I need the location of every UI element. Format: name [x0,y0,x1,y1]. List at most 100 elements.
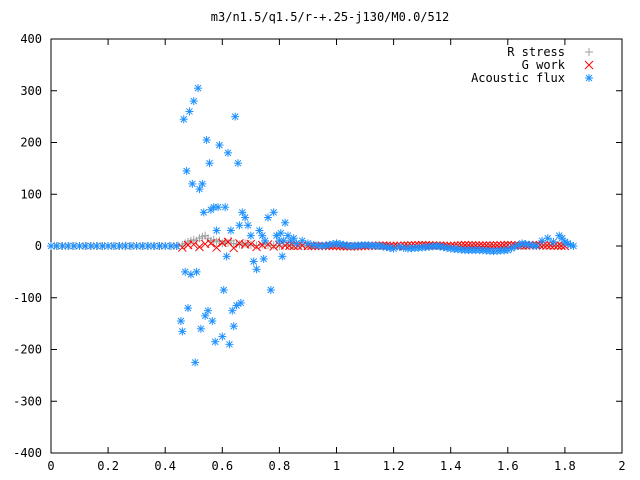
legend-label: G work [522,58,566,72]
legend-marker [584,60,594,70]
data-point-fill [285,241,294,251]
data-point [188,179,197,188]
x-tick-label: 0.6 [211,459,233,473]
data-point [235,221,244,230]
legend-label: Acoustic flux [471,71,565,85]
x-tick-label: 0 [47,459,54,473]
data-point [86,242,95,250]
legend-item: G work [522,58,594,72]
data-point [196,324,205,333]
x-axis: 0 0.2 0.4 0.6 0.8 1 1.2 1.4 1.6 1.8 2 [47,39,626,473]
x-tick-label: 1.6 [497,459,519,473]
data-point [252,265,261,274]
y-tick-label: 200 [20,136,42,150]
data-point [258,231,267,240]
legend-label: R stress [507,45,565,59]
data-point [280,241,290,250]
x-tick-label: 0.8 [269,459,291,473]
data-point [249,257,258,266]
data-point [241,213,250,222]
data-point [194,84,203,93]
data-point [234,159,243,168]
data-point [184,304,193,313]
data-point [177,243,187,252]
data-point [198,179,207,188]
series-layer [47,84,578,367]
data-point [221,203,230,212]
data-point [303,239,312,248]
data-point [208,317,217,326]
data-point [231,112,240,121]
data-point [224,148,233,157]
data-point-fill [514,241,523,250]
y-tick-label: -100 [13,291,42,305]
series-acoustic-flux [47,84,578,367]
data-point [202,135,211,144]
legend-marker [585,74,593,82]
data-point [549,237,558,246]
x-tick-label: 1.2 [383,459,405,473]
data-point [195,242,204,252]
data-point [178,327,187,336]
chart-title: m3/n1.5/q1.5/r-+.25-j130/M0.0/512 [211,10,449,24]
data-point [269,242,279,251]
data-point [229,322,238,331]
data-point [191,358,200,367]
data-point [81,242,90,250]
data-point-fill [313,241,322,250]
data-point [182,166,191,175]
data-point [263,213,272,222]
data-point [252,241,261,250]
data-point [278,252,287,261]
data-point [569,242,578,250]
data-point [266,285,275,294]
data-point [232,301,241,310]
x-tick-label: 0.4 [154,459,176,473]
data-point [215,141,224,150]
data-point [276,229,285,238]
legend-item: Acoustic flux [471,71,593,85]
y-tick-label: -200 [13,343,42,357]
x-tick-label: 1.4 [440,459,462,473]
data-point [205,159,214,168]
data-point-fill [528,241,537,250]
data-point [261,236,270,245]
data-point [206,239,216,248]
data-point [144,242,153,250]
data-point [211,337,220,346]
data-point [246,240,255,249]
data-point [149,242,158,250]
data-point [309,240,318,249]
data-point [204,306,213,315]
data-point [185,107,194,116]
y-tick-label: -400 [13,446,42,460]
y-tick-label: 0 [35,239,42,253]
data-point [212,226,221,235]
data-point [212,243,221,252]
data-point [269,208,278,217]
data-point [236,298,245,307]
data-point [246,231,255,240]
data-point-fill [549,241,559,250]
data-point [279,236,288,245]
data-point [246,239,256,249]
x-tick-label: 0.2 [97,459,119,473]
data-point [252,242,261,252]
legend-item: R stress [507,45,593,59]
data-point [269,241,278,250]
data-point [543,234,552,243]
data-point [189,97,198,106]
data-point [219,285,228,294]
x-tick-label: 1 [333,459,340,473]
data-point [192,267,201,276]
y-tick-label: 400 [20,32,42,46]
data-point [259,254,268,263]
data-point [532,242,541,250]
data-point [281,218,290,227]
data-point [199,208,208,217]
data-point [228,306,237,315]
y-axis: 400 300 200 100 0 -100 -200 -300 -400 [13,32,622,460]
